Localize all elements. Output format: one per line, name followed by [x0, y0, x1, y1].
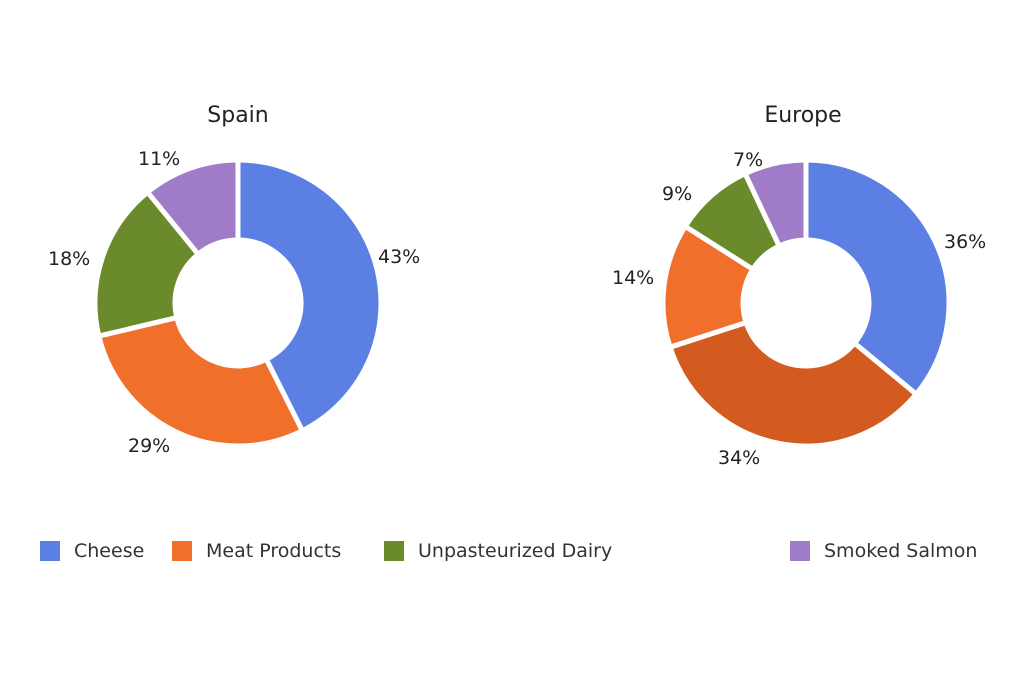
- legend-swatch-unpasteurized-dairy: [384, 541, 404, 561]
- europe-label-unlabeled-orange: 34%: [718, 447, 761, 469]
- donut-slice: [96, 315, 305, 449]
- spain-chart-title: Spain: [207, 103, 269, 128]
- legend-item-smoked-salmon[interactable]: Smoked Salmon: [790, 540, 977, 562]
- europe-chart-title: Europe: [764, 103, 842, 128]
- europe-label-salmon: 7%: [733, 149, 764, 171]
- spain-label-dairy: 18%: [48, 248, 91, 270]
- donut-slice: [742, 157, 809, 249]
- legend-item-unpasteurized-dairy[interactable]: Unpasteurized Dairy: [384, 540, 612, 562]
- spain-label-salmon: 11%: [138, 148, 181, 170]
- donut-slice: [667, 319, 919, 449]
- legend-item-meat-products[interactable]: Meat Products: [172, 540, 341, 562]
- legend-label-unpasteurized-dairy: Unpasteurized Dairy: [418, 540, 613, 562]
- legend-swatch-cheese: [40, 541, 60, 561]
- legend-label-meat-products: Meat Products: [206, 540, 342, 562]
- legend-swatch-smoked-salmon: [790, 541, 810, 561]
- europe-label-meat: 14%: [612, 267, 655, 289]
- spain-label-cheese: 43%: [378, 246, 421, 268]
- europe-label-dairy: 9%: [662, 183, 693, 205]
- europe-label-cheese: 36%: [944, 231, 987, 253]
- donut-slice: [235, 157, 384, 434]
- legend-label-cheese: Cheese: [74, 540, 145, 562]
- spain-label-meat: 29%: [128, 435, 171, 457]
- legend-label-smoked-salmon: Smoked Salmon: [824, 540, 978, 562]
- donut-slice: [92, 189, 201, 339]
- legend-item-cheese[interactable]: Cheese: [40, 540, 144, 562]
- legend-swatch-meat-products: [172, 541, 192, 561]
- donut-slice: [145, 157, 241, 257]
- chart-legend: Cheese Meat Products Unpasteurized Dairy…: [0, 540, 1024, 574]
- donut-slice: [803, 157, 952, 397]
